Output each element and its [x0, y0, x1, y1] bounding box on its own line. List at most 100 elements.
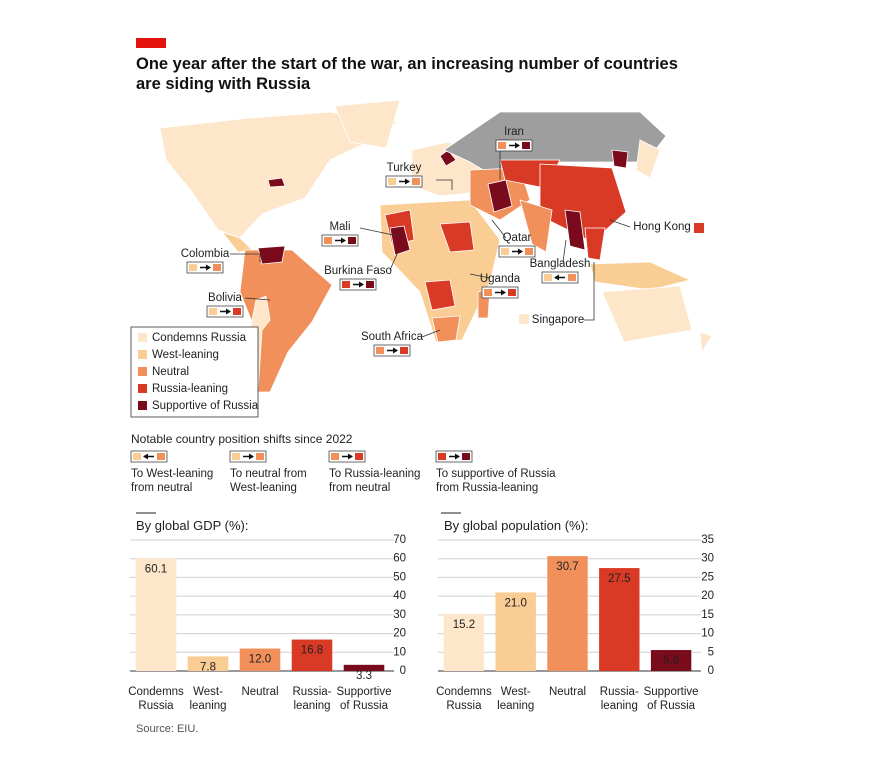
leader-line — [469, 273, 491, 279]
shift-swatch — [376, 347, 384, 354]
map-label: Uganda — [480, 273, 521, 285]
y-tick-label: 30 — [701, 553, 714, 565]
bar — [135, 558, 177, 671]
leader-line — [389, 251, 399, 271]
bar — [547, 556, 588, 671]
new-zealand — [699, 331, 713, 354]
shift-swatch — [233, 308, 241, 315]
legend-label: Neutral — [152, 366, 189, 378]
x-tick-label: Neutral — [241, 686, 279, 698]
y-tick-label: 50 — [393, 571, 406, 583]
shift-swatch — [209, 308, 217, 315]
shift-swatch — [501, 248, 509, 255]
value-label: 16.8 — [301, 645, 323, 657]
shift-arrowhead — [226, 308, 231, 315]
shift-swatch — [484, 289, 492, 296]
chart-title: By global population (%): — [444, 518, 589, 533]
x-tick-label: Neutral — [548, 686, 587, 698]
shift-swatch — [348, 237, 356, 244]
bar — [187, 656, 229, 671]
map-label: Qatar — [503, 232, 532, 244]
bar — [291, 639, 333, 671]
x-tick-label: Condemns Russia — [128, 686, 184, 712]
shift-arrowhead — [143, 453, 148, 460]
myanmar — [564, 209, 586, 251]
shift-swatch — [388, 178, 396, 185]
y-tick-label: 60 — [393, 553, 406, 565]
bar — [239, 648, 281, 671]
shift-swatch — [133, 453, 141, 460]
shift-arrowhead — [405, 178, 410, 185]
map-label: Bangladesh — [530, 258, 591, 270]
source: Source: EIU. — [136, 723, 199, 735]
y-tick-label: 20 — [393, 628, 406, 640]
cuba — [267, 177, 286, 188]
venezuela — [257, 245, 286, 265]
shift-arrowhead — [348, 453, 353, 460]
south-america — [239, 249, 333, 393]
shift-swatch — [331, 453, 339, 460]
china — [539, 163, 627, 243]
shift-label: To West-leaning from neutral — [131, 468, 214, 494]
value-label: 21.0 — [505, 597, 527, 609]
world-map — [159, 99, 713, 393]
map-label: Burkina Faso — [324, 265, 392, 277]
legend-label: West-leaning — [152, 349, 219, 361]
shift-arrowhead — [455, 453, 460, 460]
shift-swatch — [213, 264, 221, 271]
australia — [601, 285, 693, 343]
sudan — [439, 221, 475, 253]
shift-swatch — [462, 453, 470, 460]
legend-swatch — [138, 350, 147, 359]
bar — [599, 568, 640, 671]
legend-box — [130, 326, 259, 418]
map-label: Hong Kong — [633, 221, 691, 233]
value-label: 7.8 — [200, 661, 216, 673]
legend-swatch — [138, 367, 147, 376]
shift-swatch — [324, 237, 332, 244]
shift-arrowhead — [554, 274, 559, 281]
leader-line — [230, 253, 261, 262]
x-tick-label: West-leaning — [189, 686, 227, 712]
leader-line — [244, 297, 271, 301]
x-tick-label: Russia-leaning — [292, 686, 332, 712]
mali — [389, 225, 411, 256]
shift-swatch — [256, 453, 264, 460]
shift-arrowhead — [249, 453, 254, 460]
shift-arrowhead — [359, 281, 364, 288]
value-label: 27.5 — [608, 573, 630, 585]
shift-swatch — [508, 289, 516, 296]
x-tick-label: West-leaning — [497, 686, 535, 712]
shift-swatch — [342, 281, 350, 288]
value-label: 60.1 — [145, 564, 167, 576]
japan — [635, 139, 661, 179]
shift-swatch — [355, 453, 363, 460]
shift-arrowhead — [518, 248, 523, 255]
leader-line — [359, 227, 399, 237]
bar — [443, 614, 485, 671]
south-africa — [431, 315, 461, 343]
north-korea — [611, 149, 629, 169]
y-tick-label: 10 — [393, 646, 406, 658]
greenland — [334, 99, 401, 149]
leader-line — [584, 262, 595, 321]
map-label: Mali — [329, 221, 350, 233]
x-tick-label: Supportive of Russia — [336, 686, 392, 712]
singapore-swatch — [519, 314, 529, 324]
y-tick-label: 5 — [708, 646, 714, 658]
legend-swatch — [138, 384, 147, 393]
shift-swatch — [232, 453, 240, 460]
bar — [495, 592, 536, 671]
y-tick-label: 0 — [400, 665, 406, 677]
angola — [424, 279, 456, 311]
bar — [650, 650, 692, 671]
indochina — [584, 227, 606, 261]
southeast-asia — [589, 261, 692, 291]
value-label: 3.3 — [356, 670, 372, 682]
shift-swatch — [522, 142, 530, 149]
shift-swatch — [438, 453, 446, 460]
shift-swatch — [189, 264, 197, 271]
leader-line — [421, 329, 441, 338]
map-label: Colombia — [181, 248, 230, 260]
